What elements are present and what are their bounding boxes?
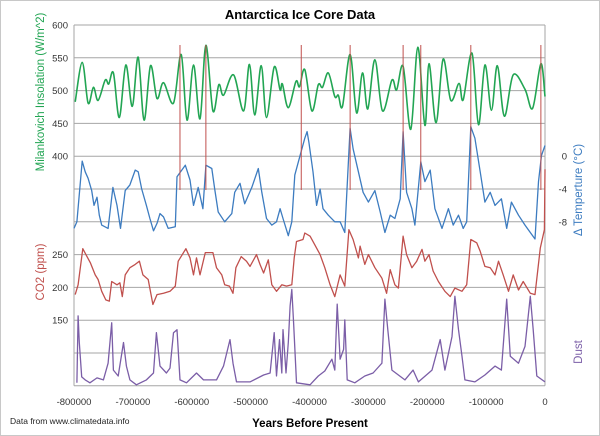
temperature-series-line	[73, 126, 546, 240]
x-tick-label: -700000	[115, 397, 150, 408]
insolation-tick-label: 450	[52, 119, 68, 130]
insolation-tick-label: 400	[52, 152, 68, 163]
temperature-tick-label: 0	[562, 152, 567, 163]
insolation-tick-label: 550	[52, 53, 68, 64]
x-tick-label: -200000	[410, 397, 445, 408]
x-tick-label: -400000	[292, 397, 327, 408]
source-note: Data from www.climatedata.info	[10, 416, 130, 426]
temperature-tick-label: -4	[559, 185, 567, 196]
x-axis-title: Years Before Present	[252, 418, 368, 430]
x-tick-label: -100000	[469, 397, 504, 408]
co2-tick-label: 150	[52, 316, 68, 327]
dust-axis-label: Dust	[573, 339, 585, 363]
x-tick-label: 0	[542, 397, 547, 408]
co2-series-line	[74, 169, 546, 306]
x-tick-label: -500000	[233, 397, 268, 408]
temperature-tick-label: -8	[559, 217, 567, 228]
x-tick-label: -300000	[351, 397, 386, 408]
dust-series-line	[76, 288, 546, 386]
co2-tick-label: 200	[52, 283, 68, 294]
series-lines	[73, 44, 546, 386]
x-tick-label: -800000	[57, 397, 92, 408]
insolation-axis-label: Milankovich Insolation (W/m^2)	[35, 12, 47, 171]
insolation-tick-label: 600	[52, 21, 68, 32]
insolation-tick-label: 500	[52, 86, 68, 97]
x-tick-label: -600000	[174, 397, 209, 408]
tick-labels: -800000 -700000 -600000 -500000 -400000 -3000…	[52, 21, 567, 409]
insolation-series-line	[74, 44, 546, 131]
temperature-axis-label: Δ Temperture (°C)	[573, 144, 585, 236]
chart-title: Antarctica Ice Core Data	[225, 7, 376, 22]
co2-tick-label: 250	[52, 250, 68, 261]
co2-axis-label: CO2 (ppm)	[35, 243, 47, 300]
